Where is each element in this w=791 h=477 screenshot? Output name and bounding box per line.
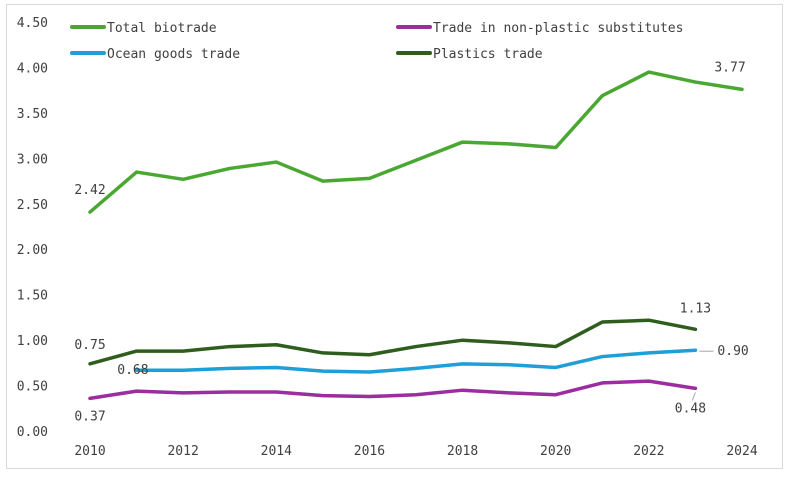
y-tick-label: 3.50	[17, 107, 48, 122]
leader-line	[691, 392, 696, 401]
y-tick-label: 1.00	[17, 334, 48, 349]
data-labels: 2.42 3.77 0.37 0.48 0.68 0.90 0.75 1.13	[74, 60, 748, 424]
data-label: 0.75	[74, 338, 105, 353]
data-label: 0.48	[675, 401, 706, 416]
y-tick-label: 2.50	[17, 198, 48, 213]
x-tick-label: 2018	[447, 444, 478, 459]
legend-label: Ocean goods trade	[107, 47, 240, 62]
legend-label: Total biotrade	[107, 21, 217, 36]
data-label: 0.68	[117, 363, 148, 378]
x-axis: 2010 2012 2014 2016 2018 2020 2022 2024	[74, 444, 757, 459]
legend-label: Plastics trade	[433, 47, 543, 62]
series-line	[134, 348, 698, 374]
y-tick-label: 3.00	[17, 152, 48, 167]
x-tick-label: 2014	[261, 444, 292, 459]
legend-label: Trade in non-plastic substitutes	[433, 21, 683, 36]
series-line	[88, 70, 744, 214]
x-tick-label: 2012	[167, 444, 198, 459]
y-tick-label: 4.00	[17, 61, 48, 76]
x-tick-label: 2022	[633, 444, 664, 459]
y-tick-label: 1.50	[17, 289, 48, 304]
data-label: 3.77	[714, 60, 745, 75]
series-line	[88, 318, 698, 366]
series-line	[88, 379, 698, 401]
data-label: 0.90	[717, 344, 748, 359]
x-tick-label: 2010	[74, 444, 105, 459]
x-tick-label: 2020	[540, 444, 571, 459]
y-tick-label: 4.50	[17, 16, 48, 31]
y-tick-label: 0.00	[17, 425, 48, 440]
x-tick-label: 2016	[354, 444, 385, 459]
legend: Total biotrade Trade in non-plastic subst…	[70, 21, 683, 62]
data-label: 0.37	[74, 409, 105, 424]
y-tick-label: 0.50	[17, 380, 48, 395]
data-label: 1.13	[680, 301, 711, 316]
y-tick-label: 2.00	[17, 243, 48, 258]
series-lines	[88, 70, 744, 401]
x-tick-label: 2024	[726, 444, 757, 459]
data-label: 2.42	[74, 183, 105, 198]
y-axis: 0.00 0.50 1.00 1.50 2.00 2.50 3.00 3.50 4.00 4.50	[17, 16, 48, 440]
